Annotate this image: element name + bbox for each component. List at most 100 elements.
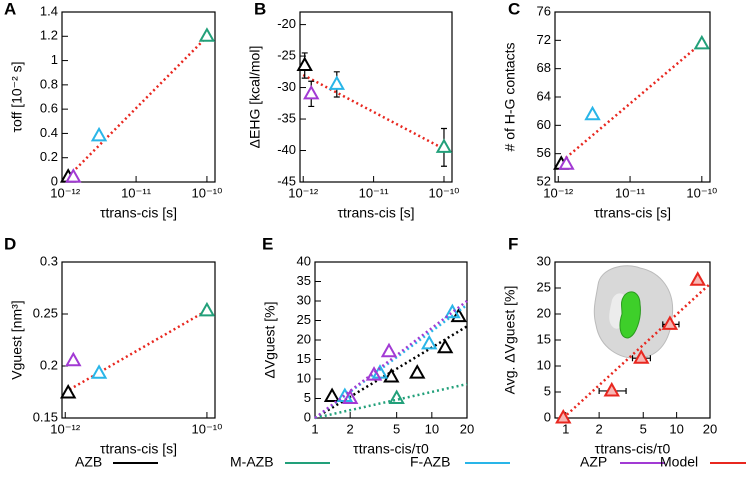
x-tick-label: 10⁻¹⁰	[191, 421, 222, 436]
x-tick-label: 10⁻¹¹	[359, 185, 390, 200]
data-point	[198, 27, 216, 42]
y-tick-label: 76	[537, 3, 551, 18]
data-point	[198, 301, 216, 317]
inset-structure	[593, 265, 674, 359]
x-tick-label: 10⁻¹²	[288, 185, 319, 200]
y-tick-label: 15	[537, 331, 551, 346]
y-tick-label: 30	[537, 253, 551, 268]
y-tick-label: 0.2	[40, 149, 58, 164]
x-axis-label: τtrans-cis [s]	[594, 205, 671, 221]
legend-label: Model	[660, 454, 698, 470]
data-point	[444, 303, 461, 319]
x-tick-label: 10⁻¹²	[50, 185, 81, 200]
y-tick-label: 10	[297, 370, 311, 385]
y-tick-label: 0	[51, 173, 58, 188]
data-point	[380, 342, 398, 358]
y-tick-label: 0.6	[40, 101, 58, 116]
y-tick-label: 52	[537, 173, 551, 188]
y-tick-label: -25	[277, 48, 296, 63]
data-point	[693, 34, 711, 50]
y-tick-label: 25	[297, 312, 311, 327]
data-point	[421, 334, 438, 350]
x-tick-label: 20	[703, 421, 717, 436]
y-tick-label: -20	[277, 16, 296, 31]
data-point	[689, 271, 706, 286]
fit-line	[562, 282, 711, 419]
data-point	[328, 75, 346, 90]
y-tick-label: 0.8	[40, 76, 58, 91]
fit-line	[64, 32, 211, 181]
y-axis-label: Avg. ΔVguest [%]	[502, 286, 518, 395]
y-tick-label: 72	[537, 32, 551, 47]
panel-letter: F	[508, 234, 518, 253]
y-tick-label: 0.15	[33, 409, 58, 424]
x-tick-label: 10⁻¹²	[543, 185, 574, 200]
x-tick-label: 5	[640, 421, 647, 436]
y-tick-label: 35	[297, 273, 311, 288]
data-point	[365, 366, 383, 381]
plot-frame	[61, 261, 216, 419]
y-tick-label: 0.3	[40, 253, 58, 268]
y-tick-label: 10	[537, 357, 551, 372]
y-axis-label: ΔEHG [kcal/mol]	[247, 46, 263, 149]
legend-label: M-AZB	[230, 454, 274, 470]
data-point	[435, 138, 453, 153]
x-tick-label: 10⁻¹²	[50, 421, 81, 436]
y-axis-label: τoff [10⁻² s]	[9, 61, 25, 132]
y-axis-label: # of H-G contacts	[502, 43, 518, 152]
y-tick-label: 0.2	[40, 357, 58, 372]
data-point	[90, 126, 108, 142]
fit-line	[314, 300, 468, 419]
y-tick-label: 15	[297, 351, 311, 366]
panel-letter: C	[508, 0, 520, 18]
x-axis-label: τtrans-cis/τ0	[353, 441, 429, 457]
y-tick-label: 64	[537, 88, 551, 103]
data-point	[436, 338, 454, 354]
data-point	[90, 364, 108, 379]
x-tick-label: 1	[562, 421, 569, 436]
fit-line	[302, 73, 448, 152]
data-point	[558, 155, 575, 170]
y-tick-label: 25	[537, 279, 551, 294]
data-point	[65, 168, 82, 183]
y-tick-label: 20	[297, 331, 311, 346]
x-tick-label: 1	[311, 421, 318, 436]
y-tick-label: 0	[544, 409, 551, 424]
data-point	[388, 389, 405, 404]
y-tick-label: 40	[297, 253, 311, 268]
x-tick-label: 10⁻¹¹	[615, 185, 646, 200]
y-tick-label: 0	[304, 409, 311, 424]
data-point	[59, 384, 77, 399]
fit-line	[557, 39, 706, 166]
y-tick-label: 0.25	[33, 305, 58, 320]
x-tick-label: 20	[460, 421, 474, 436]
y-tick-label: 0.4	[40, 125, 58, 140]
y-tick-label: 56	[537, 145, 551, 160]
data-point	[450, 307, 467, 323]
y-tick-label: 68	[537, 60, 551, 75]
legend-label: AZP	[580, 454, 607, 470]
y-tick-label: 1.4	[40, 3, 58, 18]
fit-line	[64, 307, 211, 394]
data-point	[323, 387, 341, 403]
data-point	[303, 84, 320, 100]
x-axis-label: τtrans-cis [s]	[100, 205, 177, 221]
x-tick-label: 10⁻¹⁰	[686, 185, 717, 200]
data-point	[584, 105, 601, 121]
y-tick-label: 5	[304, 390, 311, 405]
y-tick-label: -30	[277, 79, 296, 94]
x-tick-label: 10	[425, 421, 439, 436]
data-point	[65, 351, 82, 367]
panel-letter: B	[254, 0, 266, 18]
panel-letter: A	[4, 0, 16, 18]
data-point	[603, 381, 620, 397]
y-axis-label: ΔVguest [%]	[262, 301, 278, 378]
y-tick-label: 60	[537, 117, 551, 132]
data-point	[555, 408, 572, 424]
x-tick-label: 5	[393, 421, 400, 436]
legend-label: AZB	[75, 454, 102, 470]
plot-frame	[61, 11, 216, 183]
data-point	[383, 368, 400, 383]
x-tick-label: 2	[347, 421, 354, 436]
